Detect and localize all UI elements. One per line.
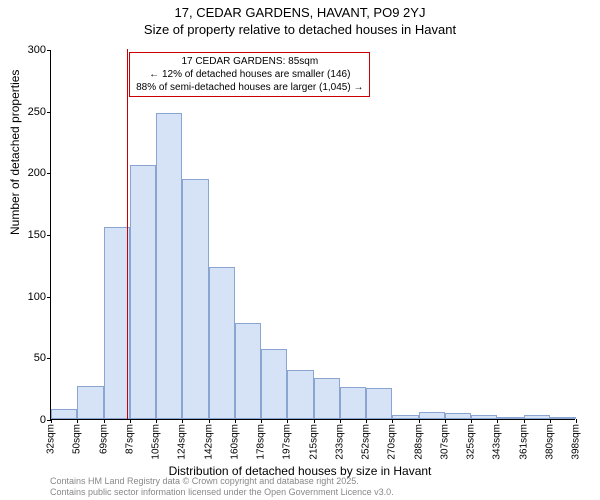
histogram-bar <box>445 413 471 419</box>
y-tick-mark <box>47 50 51 51</box>
histogram-bar <box>130 165 156 419</box>
x-tick-label: 288sqm <box>413 424 424 460</box>
x-tick-mark <box>392 419 393 423</box>
annotation-line1: 17 CEDAR GARDENS: 85sqm <box>136 55 363 68</box>
chart-title-address: 17, CEDAR GARDENS, HAVANT, PO9 2YJ <box>0 5 600 20</box>
x-tick-mark <box>419 419 420 423</box>
x-tick-mark <box>130 419 131 423</box>
y-tick-mark <box>47 297 51 298</box>
x-tick-label: 50sqm <box>72 424 83 454</box>
histogram-bar <box>419 412 445 419</box>
annotation-box: 17 CEDAR GARDENS: 85sqm← 12% of detached… <box>129 52 370 97</box>
x-tick-label: 197sqm <box>282 424 293 460</box>
x-tick-mark <box>182 419 183 423</box>
x-tick-mark <box>576 419 577 423</box>
x-tick-label: 307sqm <box>439 424 450 460</box>
x-tick-mark <box>340 419 341 423</box>
x-tick-label: 270sqm <box>387 424 398 460</box>
x-tick-label: 361sqm <box>518 424 529 460</box>
histogram-bar <box>550 417 576 419</box>
x-tick-mark <box>156 419 157 423</box>
histogram-bar <box>261 349 287 419</box>
x-tick-label: 142sqm <box>203 424 214 460</box>
histogram-bar <box>209 267 235 419</box>
x-tick-label: 398sqm <box>571 424 582 460</box>
histogram-bar <box>104 227 130 419</box>
x-tick-mark <box>287 419 288 423</box>
x-tick-label: 160sqm <box>229 424 240 460</box>
histogram-bar <box>524 415 550 419</box>
x-tick-label: 124sqm <box>177 424 188 460</box>
histogram-bar <box>340 387 366 419</box>
x-tick-mark <box>104 419 105 423</box>
histogram-bar <box>392 415 418 419</box>
histogram-bar <box>471 415 497 419</box>
x-tick-mark <box>261 419 262 423</box>
footer-line2: Contains public sector information licen… <box>50 487 394 498</box>
x-tick-mark <box>235 419 236 423</box>
histogram-bar <box>314 378 340 419</box>
x-tick-label: 105sqm <box>151 424 162 460</box>
x-tick-mark <box>209 419 210 423</box>
property-marker-line <box>127 49 128 419</box>
histogram-bar <box>235 323 261 419</box>
histogram-bar <box>51 409 77 419</box>
x-tick-label: 252sqm <box>361 424 372 460</box>
x-tick-mark <box>445 419 446 423</box>
annotation-line2: ← 12% of detached houses are smaller (14… <box>136 68 363 81</box>
x-tick-mark <box>51 419 52 423</box>
histogram-bar <box>182 179 208 420</box>
x-tick-mark <box>366 419 367 423</box>
plot-area: 05010015020025030032sqm50sqm69sqm87sqm10… <box>50 50 575 420</box>
x-tick-label: 233sqm <box>334 424 345 460</box>
x-tick-label: 87sqm <box>124 424 135 454</box>
chart-title-description: Size of property relative to detached ho… <box>0 22 600 37</box>
x-tick-mark <box>471 419 472 423</box>
histogram-bar <box>497 417 523 419</box>
annotation-line3: 88% of semi-detached houses are larger (… <box>136 81 363 94</box>
y-axis-label: Number of detached properties <box>8 70 22 235</box>
x-tick-label: 325sqm <box>466 424 477 460</box>
histogram-bar <box>287 370 313 419</box>
histogram-bar <box>156 113 182 419</box>
y-tick-mark <box>47 112 51 113</box>
x-tick-label: 69sqm <box>98 424 109 454</box>
histogram-bar <box>77 386 103 419</box>
x-tick-label: 343sqm <box>492 424 503 460</box>
footer-attribution: Contains HM Land Registry data © Crown c… <box>50 476 394 498</box>
x-tick-mark <box>550 419 551 423</box>
y-tick-mark <box>47 173 51 174</box>
x-tick-label: 32sqm <box>46 424 57 454</box>
footer-line1: Contains HM Land Registry data © Crown c… <box>50 476 394 487</box>
y-tick-mark <box>47 358 51 359</box>
x-tick-mark <box>314 419 315 423</box>
x-tick-mark <box>497 419 498 423</box>
x-tick-label: 178sqm <box>256 424 267 460</box>
chart-container: 05010015020025030032sqm50sqm69sqm87sqm10… <box>50 50 575 420</box>
y-tick-mark <box>47 235 51 236</box>
x-tick-mark <box>77 419 78 423</box>
histogram-bar <box>366 388 392 419</box>
x-tick-label: 380sqm <box>544 424 555 460</box>
x-tick-label: 215sqm <box>308 424 319 460</box>
x-tick-mark <box>524 419 525 423</box>
